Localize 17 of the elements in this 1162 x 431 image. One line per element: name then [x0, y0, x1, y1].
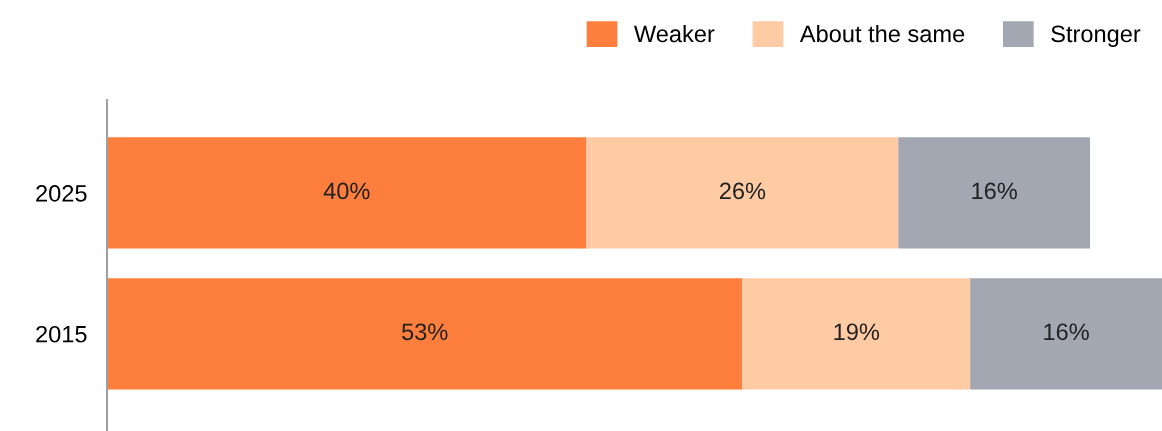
- bar: [742, 278, 971, 390]
- data-label: 40%: [323, 182, 370, 200]
- y-tick-label: 2025: [36, 185, 87, 202]
- bar: [586, 137, 899, 249]
- data-label: 26%: [719, 182, 766, 200]
- legend-label: Weaker: [634, 24, 715, 43]
- bar: [107, 278, 743, 390]
- data-label: 53%: [402, 323, 448, 341]
- legend-label: About the same: [799, 24, 965, 43]
- y-tick-label: 2015: [36, 325, 87, 343]
- bar: [970, 278, 1162, 390]
- bar: [898, 137, 1091, 249]
- bar: [107, 137, 587, 249]
- legend-label: Stronger: [1051, 25, 1141, 47]
- data-label: 16%: [972, 182, 1017, 200]
- data-label: 16%: [1044, 323, 1089, 341]
- data-label: 19%: [834, 323, 880, 341]
